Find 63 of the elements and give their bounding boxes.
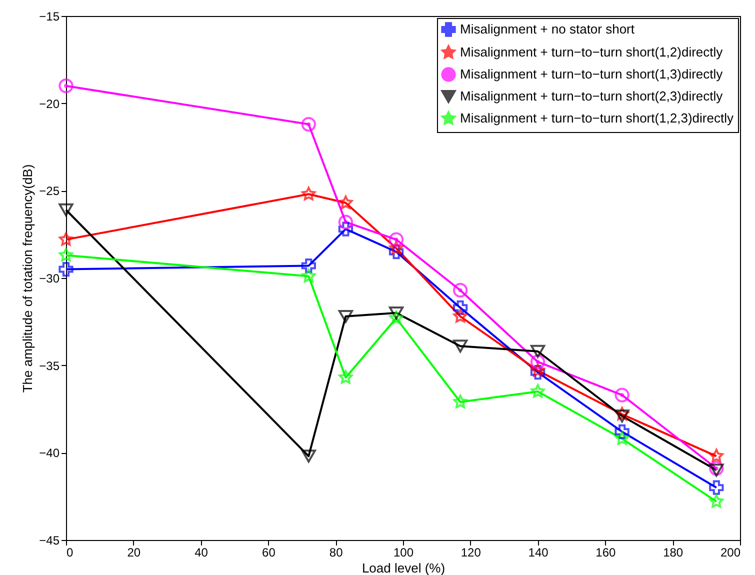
point (530, 363, 545, 377)
x-tick-label: 0 (66, 546, 74, 560)
point (615, 406, 630, 420)
point (58, 203, 74, 216)
point (530, 354, 546, 370)
point (302, 186, 316, 200)
y-axis-title: The amplitude of totation frequency(dB) (20, 164, 36, 393)
point (388, 306, 404, 320)
point (58, 262, 74, 277)
point (388, 244, 404, 260)
point (614, 424, 630, 440)
point (389, 240, 404, 254)
legend-label: Misalignment + turn−to−turn short(1,2,3)directly (460, 110, 734, 126)
legend-label: Misalignment + no stator short (460, 22, 635, 36)
point (338, 214, 354, 230)
y-tick-label: −30 (39, 272, 60, 286)
point (615, 431, 630, 445)
point (338, 222, 354, 236)
point (452, 340, 468, 353)
point (452, 282, 468, 298)
point (453, 309, 468, 323)
point (709, 480, 724, 495)
point (301, 258, 316, 274)
x-tick-label: 100 (393, 546, 414, 560)
y-tick-label: −45 (39, 534, 60, 548)
x-tick-label: 120 (460, 546, 482, 560)
point (388, 232, 404, 247)
legend-label: Misalignment + turn−to−turn short(2,3)directly (460, 88, 724, 104)
y-tick-label: −25 (39, 184, 60, 198)
point (338, 196, 353, 210)
point (530, 364, 546, 380)
legend-label: Misalignment + turn−to−turn short(1,2)directly (460, 44, 724, 60)
legend-label: Misalignment + turn−to−turn short(1,3)directly (460, 66, 724, 82)
point (614, 388, 630, 402)
x-tick-label: 60 (262, 546, 276, 560)
x-tick-label: 140 (528, 546, 549, 560)
point (58, 232, 74, 246)
point (338, 370, 353, 384)
x-tick-label: 180 (663, 546, 684, 560)
point (338, 310, 354, 323)
x-tick-label: 160 (596, 546, 616, 560)
point (452, 300, 468, 316)
point (530, 344, 546, 358)
point (301, 116, 316, 132)
y-tick-label: −15 (39, 10, 60, 24)
point (302, 268, 316, 282)
point (530, 384, 545, 398)
x-axis-title: Load level (%) (362, 560, 446, 575)
point (301, 450, 316, 463)
y-tick-label: −35 (39, 358, 60, 373)
point (58, 248, 74, 262)
x-tick-label: 200 (720, 546, 741, 560)
y-tick-label: −20 (39, 96, 60, 111)
point (709, 494, 724, 508)
point (614, 410, 630, 422)
point (389, 310, 404, 324)
point (58, 78, 74, 94)
point (709, 448, 724, 462)
y-tick-label: −40 (39, 446, 60, 460)
x-tick-label: 40 (194, 546, 208, 560)
x-tick-label: 80 (329, 546, 344, 560)
point (453, 394, 468, 408)
x-tick-label: 20 (127, 546, 141, 560)
